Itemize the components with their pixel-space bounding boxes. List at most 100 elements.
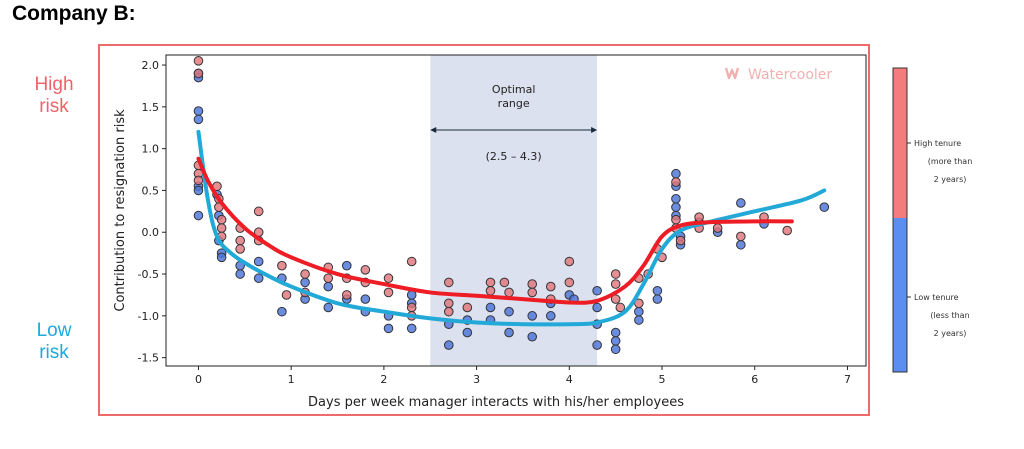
data-point-high-tenure <box>485 285 496 296</box>
y-tick-label: -0.5 <box>138 268 159 281</box>
optimal-range-values: (2.5 – 4.3) <box>486 150 542 163</box>
data-point-low-tenure <box>610 344 621 355</box>
data-point-high-tenure <box>341 290 352 300</box>
optimal-range-label: Optimal <box>492 83 536 96</box>
arrow-right-head <box>591 127 598 133</box>
data-point-high-tenure <box>694 212 704 222</box>
data-point-high-tenure <box>277 260 287 271</box>
data-point-high-tenure <box>443 277 454 288</box>
data-point-high-tenure <box>615 302 626 313</box>
x-axis-label: Days per week manager interacts with his… <box>308 395 684 410</box>
data-point-high-tenure <box>527 287 538 298</box>
colorbar: High tenure (more than 2 years) Low tenure (… <box>892 67 973 373</box>
data-point-low-tenure <box>527 311 538 321</box>
data-point-high-tenure <box>610 269 621 279</box>
data-point-low-tenure <box>360 294 371 304</box>
colorbar-border <box>892 67 908 373</box>
data-point-low-tenure <box>443 340 454 350</box>
data-point-high-tenure <box>235 244 245 254</box>
colorbar-high-sublabel: 2 years) <box>934 175 967 184</box>
low-tenure-trend-line <box>196 129 827 327</box>
data-point-low-tenure <box>193 114 204 125</box>
y-tick-label: 0.5 <box>142 184 160 197</box>
data-point-low-tenure <box>253 273 264 284</box>
data-point-low-tenure <box>193 185 204 196</box>
data-point-high-tenure <box>782 225 792 236</box>
data-point-high-tenure <box>443 298 454 309</box>
data-point-low-tenure <box>300 277 310 288</box>
data-point-low-tenure <box>323 302 334 313</box>
data-point-low-tenure <box>462 327 473 338</box>
data-point-high-tenure <box>443 306 454 317</box>
data-point-low-tenure <box>406 323 417 334</box>
data-point-high-tenure <box>634 298 644 309</box>
data-point-low-tenure <box>253 256 264 267</box>
x-tick-label: 3 <box>473 373 480 386</box>
low-risk-label: Low risk <box>36 320 72 363</box>
data-point-high-tenure <box>406 256 417 267</box>
data-point-low-tenure <box>383 323 394 334</box>
chart-frame <box>98 44 870 416</box>
data-point-low-tenure <box>652 285 663 296</box>
colorbar-high-label: High tenure <box>914 139 961 148</box>
optimal-range-label: range <box>498 97 530 110</box>
watercooler-logo-icon <box>724 67 740 80</box>
x-tick-label: 6 <box>751 373 758 386</box>
data-point-low-tenure <box>652 294 663 304</box>
data-point-high-tenure <box>281 290 292 300</box>
data-point-low-tenure <box>610 327 621 338</box>
data-point-high-tenure <box>671 214 681 225</box>
data-point-high-tenure <box>504 287 514 298</box>
data-point-low-tenure <box>671 168 681 179</box>
colorbar-low-sublabel: (less than <box>930 311 969 320</box>
data-point-low-tenure <box>634 306 644 317</box>
data-point-low-tenure <box>610 336 621 346</box>
watermark-text: Watercooler <box>748 67 832 83</box>
data-point-low-tenure <box>634 315 644 325</box>
data-point-high-tenure <box>383 287 394 298</box>
x-tick-label: 0 <box>195 373 202 386</box>
data-point-high-tenure <box>235 235 245 246</box>
data-point-low-tenure <box>592 285 602 296</box>
x-tick-label: 4 <box>566 373 573 386</box>
high-tenure-trend-line <box>196 156 794 305</box>
y-tick-label: -1.0 <box>138 310 159 323</box>
colorbar-high-segment <box>893 68 907 218</box>
x-tick-label: 5 <box>659 373 666 386</box>
data-point-low-tenure <box>193 106 204 116</box>
page-title: Company B: <box>12 2 136 25</box>
data-point-low-tenure <box>235 269 245 279</box>
colorbar-high-sublabel: (more than <box>928 157 973 166</box>
data-point-high-tenure <box>193 56 204 66</box>
high-risk-label: High risk <box>34 74 74 117</box>
x-tick-label: 2 <box>380 373 387 386</box>
data-point-low-tenure <box>323 281 334 292</box>
data-point-high-tenure <box>462 302 473 313</box>
data-point-high-tenure <box>193 68 204 79</box>
data-point-low-tenure <box>485 302 496 313</box>
data-point-low-tenure <box>193 210 204 221</box>
data-point-low-tenure <box>592 340 602 350</box>
data-point-high-tenure <box>712 223 723 233</box>
optimal-range-band <box>430 55 598 366</box>
data-point-low-tenure <box>671 202 681 212</box>
data-point-high-tenure <box>610 279 621 289</box>
colorbar-low-label: Low tenure <box>914 293 959 302</box>
data-point-low-tenure <box>277 306 287 317</box>
data-point-high-tenure <box>383 273 394 284</box>
arrow-left-head <box>430 127 437 133</box>
data-point-low-tenure <box>671 193 681 204</box>
data-point-high-tenure <box>216 223 227 233</box>
data-point-low-tenure <box>545 311 556 321</box>
data-point-high-tenure <box>485 277 496 288</box>
data-point-high-tenure <box>671 177 681 187</box>
data-point-high-tenure <box>527 279 538 289</box>
x-tick-label: 7 <box>844 373 851 386</box>
y-tick-label: 2.0 <box>142 59 160 72</box>
data-point-high-tenure <box>253 206 264 217</box>
data-point-high-tenure <box>545 281 556 292</box>
x-tick-label: 1 <box>288 373 295 386</box>
y-tick-label: 0.0 <box>142 226 160 239</box>
data-point-high-tenure <box>323 273 334 284</box>
